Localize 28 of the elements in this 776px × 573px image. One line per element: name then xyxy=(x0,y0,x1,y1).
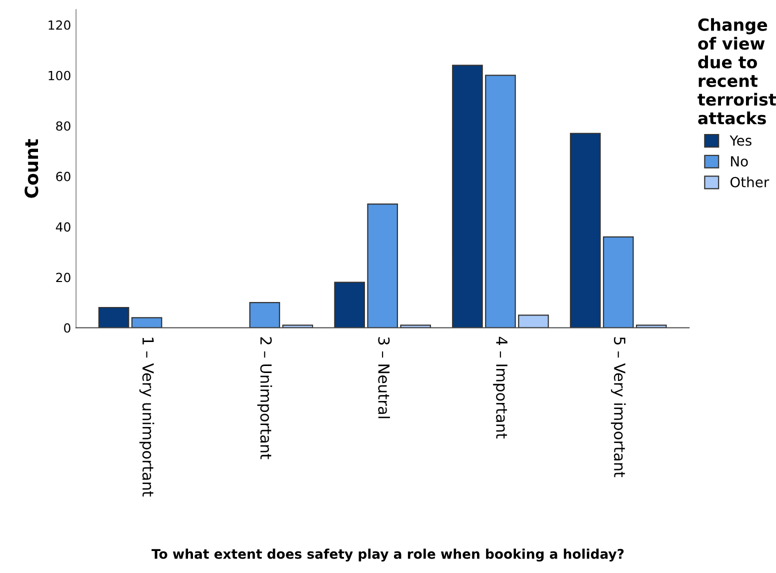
y-tick-label: 60 xyxy=(56,172,70,182)
y-tick-label: 80 xyxy=(56,121,70,131)
legend-label: No xyxy=(731,156,748,167)
bar xyxy=(518,314,549,328)
x-tick-label: 5 – Very important xyxy=(610,337,626,478)
bar xyxy=(485,74,516,328)
bar xyxy=(131,317,162,328)
legend-label: Other xyxy=(730,176,770,188)
bar xyxy=(249,302,280,328)
x-tick-label: 2 – Unimportant xyxy=(257,337,272,460)
bar xyxy=(98,307,130,328)
y-tick-label: 0 xyxy=(64,323,70,333)
x-axis-title: To what extent does safety play a role when booking a holiday? xyxy=(152,548,624,562)
x-tick-label: 3 – Neutral xyxy=(378,337,390,418)
x-tick-label: 1 – Very unimportant xyxy=(139,338,154,496)
y-tick-label: 120 xyxy=(48,20,70,30)
y-tick-label: 20 xyxy=(56,272,70,282)
legend-title: Change of view due to recent terrorist attacks xyxy=(698,18,776,124)
y-axis-title: Count xyxy=(24,139,38,198)
bar xyxy=(602,236,634,328)
y-tick-label: 40 xyxy=(56,222,70,232)
legend-label: Yes xyxy=(730,135,752,146)
y-tick-label: 100 xyxy=(48,70,70,80)
bar xyxy=(570,132,601,328)
x-tick-label: 4 – Important xyxy=(493,336,508,439)
bar xyxy=(452,64,483,328)
bar xyxy=(334,282,365,328)
bar xyxy=(367,204,398,328)
